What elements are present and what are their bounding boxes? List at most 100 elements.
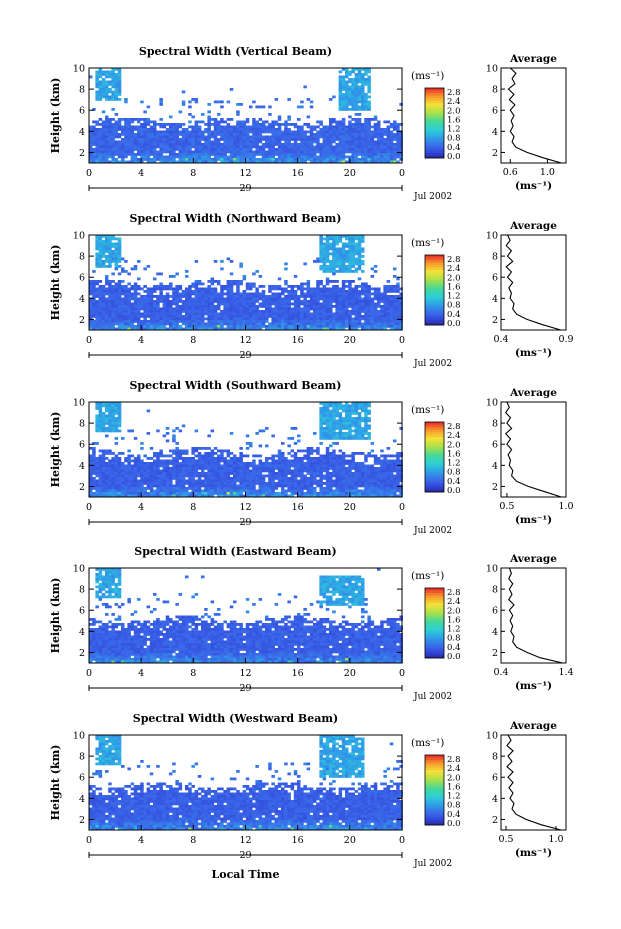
heatmap-cell [223, 467, 227, 470]
heatmap-cell [255, 307, 259, 311]
heatmap-cell [101, 427, 106, 430]
heatmap-cell [169, 305, 173, 308]
heatmap-cell [105, 302, 109, 306]
heatmap-cell [194, 148, 199, 151]
heatmap-cell [268, 125, 272, 129]
heatmap-cell [373, 148, 378, 151]
heatmap-cell [220, 472, 224, 475]
heatmap-cell [220, 477, 224, 480]
heatmap-cell [130, 302, 135, 306]
heatmap-cell [89, 285, 93, 288]
heatmap-cell [258, 105, 263, 109]
heatmap-cell [290, 320, 295, 323]
heatmap-cell [185, 140, 189, 144]
heatmap-cell [149, 320, 154, 323]
heatmap-cell [181, 153, 186, 156]
heatmap-cell [239, 487, 243, 490]
heatmap-cell [210, 454, 215, 458]
heatmap-cell [281, 302, 285, 306]
heatmap-cell [268, 315, 272, 318]
heatmap-cell [89, 158, 93, 161]
heatmap-cell [309, 155, 314, 159]
heatmap-cell [233, 312, 237, 316]
heatmap-cell [309, 100, 314, 104]
heatmap-cell [245, 315, 250, 318]
heatmap-cell [124, 312, 128, 316]
heatmap-cell [313, 325, 317, 328]
heatmap-cell [207, 160, 211, 164]
heatmap-cell [226, 464, 231, 468]
heatmap-cell [329, 245, 333, 248]
heatmap-cell [341, 123, 346, 126]
heatmap-cell [121, 477, 125, 480]
heatmap-cell [396, 133, 400, 136]
heatmap-cell [316, 140, 320, 144]
heatmap-cell [287, 307, 291, 311]
heatmap-cell [377, 315, 381, 318]
heatmap-cell [351, 257, 355, 261]
colorbar-segment [425, 145, 444, 149]
heatmap-cell [156, 462, 160, 465]
heatmap-cell [162, 434, 167, 438]
heatmap-cell [178, 320, 183, 323]
heatmap-cell [140, 307, 144, 311]
heatmap-cell [117, 240, 122, 243]
heatmap-cell [181, 472, 186, 475]
heatmap-cell [153, 277, 157, 281]
heatmap-cell [95, 148, 99, 151]
heatmap-cell [351, 143, 355, 146]
heatmap-cell [268, 325, 272, 328]
heatmap-cell [335, 242, 339, 246]
heatmap-cell [383, 290, 387, 293]
heatmap-cell [335, 302, 339, 306]
heatmap-cell [95, 130, 99, 134]
heatmap-cell [300, 130, 304, 134]
heatmap-cell [201, 145, 205, 149]
heatmap-cell [213, 469, 218, 473]
heatmap-cell [335, 125, 339, 129]
heatmap-cell [201, 160, 205, 164]
heatmap-cell [121, 469, 125, 473]
heatmap-cell [236, 305, 240, 308]
heatmap-cell [169, 135, 173, 139]
heatmap-cell [220, 315, 224, 318]
heatmap-cell [133, 489, 138, 493]
heatmap-cell [95, 245, 99, 248]
heatmap-cell [393, 325, 397, 328]
heatmap-cell [105, 292, 109, 296]
heatmap-cell [108, 290, 112, 293]
heatmap-cell [245, 118, 250, 121]
heatmap-cell [261, 322, 266, 326]
heatmap-cell [357, 252, 362, 256]
heatmap-cell [293, 160, 298, 164]
heatmap-cell [226, 130, 231, 134]
heatmap-cell [204, 312, 208, 316]
heatmap-cell [345, 70, 349, 74]
heatmap-cell [309, 143, 314, 146]
heatmap-cell [137, 479, 141, 483]
heatmap-cell [146, 494, 151, 498]
heatmap-cell [354, 307, 359, 311]
heatmap-cell [300, 138, 304, 141]
heatmap-cell [191, 153, 195, 156]
heatmap-cell [101, 300, 106, 303]
heatmap-cell [95, 83, 99, 86]
heatmap-cell [245, 158, 250, 161]
heatmap-cell [245, 305, 250, 308]
heatmap-cell [281, 160, 285, 164]
heatmap-cell [137, 474, 141, 478]
heatmap-cell [316, 307, 320, 311]
heatmap-cell [114, 252, 119, 256]
heatmap-cell [316, 125, 320, 129]
heatmap-cell [229, 492, 234, 495]
heatmap-cell [239, 120, 243, 124]
heatmap-cell [370, 130, 375, 134]
heatmap-cell [284, 143, 288, 146]
heatmap-cell [239, 135, 243, 139]
heatmap-cell [156, 312, 160, 316]
heatmap-cell [309, 305, 314, 308]
heatmap-cell [345, 312, 349, 316]
heatmap-cell [351, 130, 355, 134]
heatmap-cell [185, 155, 189, 159]
heatmap-cell [223, 300, 227, 303]
